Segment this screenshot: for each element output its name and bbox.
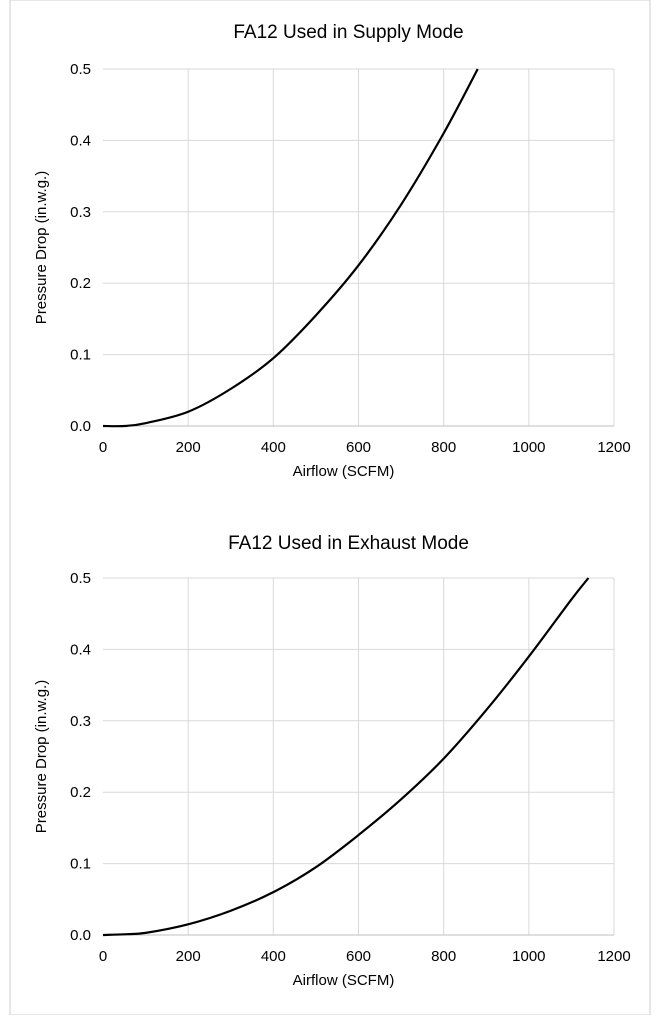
- x-tick-label: 0: [99, 439, 107, 456]
- y-tick-label: 0.5: [70, 570, 91, 587]
- y-axis-label: Pressure Drop (in.w.g.): [33, 680, 50, 833]
- x-tick-label: 0: [99, 948, 107, 965]
- y-tick-label: 0.2: [70, 784, 91, 801]
- y-axis-label: Pressure Drop (in.w.g.): [33, 171, 50, 324]
- chart-title: FA12 Used in Exhaust Mode: [228, 533, 469, 554]
- x-tick-label: 400: [261, 948, 286, 965]
- x-tick-label: 600: [346, 439, 371, 456]
- y-tick-label: 0.4: [70, 132, 91, 149]
- y-tick-label: 0.1: [70, 347, 91, 364]
- y-tick-label: 0.0: [70, 927, 91, 944]
- chart-2: FA12 Used in Exhaust Mode 0.0 0.1 0.2 0.3 0.4…: [33, 533, 631, 989]
- x-tick-label: 600: [346, 948, 371, 965]
- x-axis-label: Airflow (SCFM): [293, 972, 395, 989]
- y-tick-label: 0.4: [70, 641, 91, 658]
- x-tick-label: 1000: [512, 439, 545, 456]
- x-axis-label: Airflow (SCFM): [293, 463, 395, 480]
- y-tick-label: 0.3: [70, 713, 91, 730]
- x-tick-label: 800: [431, 439, 456, 456]
- x-tick-label: 400: [261, 439, 286, 456]
- y-tick-label: 0.1: [70, 856, 91, 873]
- series-line: [102, 577, 590, 937]
- x-tick-label: 1200: [597, 948, 630, 965]
- chart-title: FA12 Used in Supply Mode: [233, 22, 463, 43]
- chart-1: FA12 Used in Supply Mode 0.0 0.1 0.2 0.3 0.4 0…: [33, 22, 631, 480]
- chart-frame: [9, 0, 651, 1016]
- x-tick-label: 800: [431, 948, 456, 965]
- y-tick-label: 0.3: [70, 204, 91, 221]
- x-tick-label: 1200: [597, 439, 630, 456]
- y-tick-label: 0.5: [70, 61, 91, 78]
- x-tick-label: 200: [176, 948, 201, 965]
- y-tick-label: 0.2: [70, 275, 91, 292]
- x-tick-label: 200: [176, 439, 201, 456]
- y-tick-label: 0.0: [70, 418, 91, 435]
- series-line: [102, 68, 479, 428]
- x-tick-label: 1000: [512, 948, 545, 965]
